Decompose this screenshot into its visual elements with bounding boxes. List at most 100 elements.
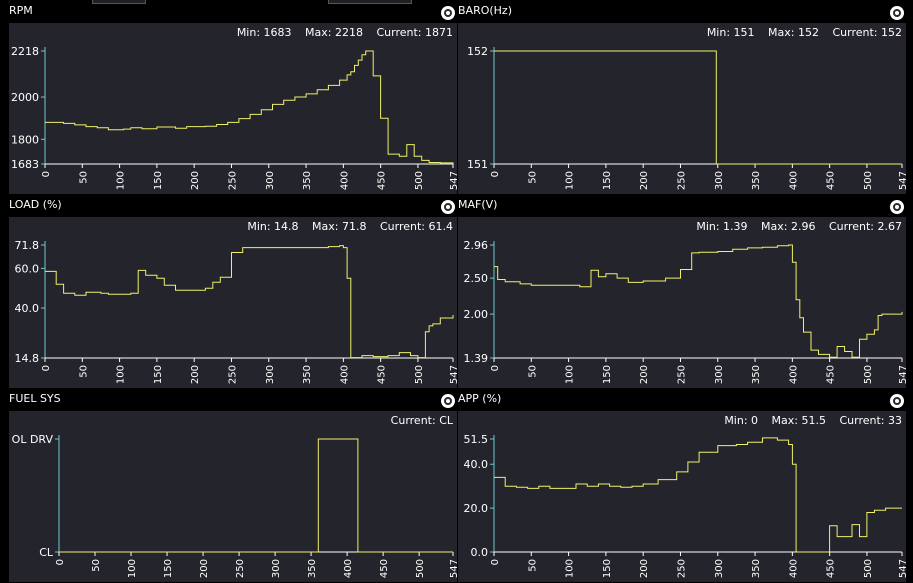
series-line xyxy=(494,50,902,165)
plot-area: 51.5 40.0 20.0 0.0 0 50 100 150 200 250 300 350 400 4… xyxy=(458,411,906,582)
x-tick-label: 150 xyxy=(602,171,613,190)
x-tick-label: 500 xyxy=(414,365,425,384)
chart-svg: 71.8 60.0 40.0 14.80 50 100 150 200 250 300 350 400… xyxy=(15,239,458,384)
gear-icon[interactable] xyxy=(441,200,455,214)
x-tick-label: 547 xyxy=(449,365,457,384)
x-tick-label: 547 xyxy=(449,171,457,190)
x-tick-label: 400 xyxy=(788,171,799,190)
x-tick-label: 100 xyxy=(565,365,576,384)
panel-title: FUEL SYS xyxy=(9,392,61,405)
stat-min: Min: 1683 xyxy=(236,26,292,39)
panel-title: LOAD (%) xyxy=(9,198,62,211)
x-tick-label: 500 xyxy=(414,171,425,190)
toolbar-button-left[interactable] xyxy=(92,0,146,4)
x-tick-label: 450 xyxy=(826,171,837,190)
x-tick-label: 400 xyxy=(788,365,799,384)
panel-title: BARO(Hz) xyxy=(458,4,513,17)
stats-readout: Min: 0 Max: 51.5 Current: 33 xyxy=(714,414,902,427)
y-tick-label: 1800 xyxy=(11,133,39,146)
stat-max: Max: 2218 xyxy=(305,26,363,39)
series-line xyxy=(45,245,454,359)
x-tick-label: 450 xyxy=(826,365,837,384)
x-tick-label: 350 xyxy=(302,171,313,190)
x-tick-label: 500 xyxy=(415,559,426,578)
series-line xyxy=(494,244,903,358)
stat-max: Max: 51.5 xyxy=(771,414,826,427)
x-tick-label: 150 xyxy=(153,171,164,190)
stat-min: Min: 0 xyxy=(724,414,759,427)
toolbar-button-right[interactable] xyxy=(328,0,412,4)
chart-panel-fuel-sys: FUEL SYS OL DRV CL 0 50 100 150 200 250 300 350 40… xyxy=(7,388,457,582)
x-tick-label: 300 xyxy=(271,559,282,578)
stat-max: Max: 71.8 xyxy=(312,220,367,233)
chart-panel-rpm: RPM 2218 2000 1800 1683 0 50 100 150 200 250 300 35… xyxy=(7,0,457,194)
x-tick-label: 400 xyxy=(339,365,350,384)
x-tick-label: 350 xyxy=(751,559,762,578)
y-tick-label: 1.39 xyxy=(464,352,489,365)
x-tick-label: 150 xyxy=(163,559,174,578)
chart-svg: 51.5 40.0 20.0 0.00 50 100 150 200 250 300 350 400 4… xyxy=(464,433,907,578)
y-tick-label: 40.0 xyxy=(464,458,489,471)
x-tick-label: 200 xyxy=(639,559,650,578)
x-tick-label: 150 xyxy=(153,365,164,384)
plot-area: 2.96 2.50 2.00 1.39 0 50 100 150 200 250 300 350 400… xyxy=(458,217,906,388)
gear-icon[interactable] xyxy=(890,200,904,214)
stat-current: Current: 2.67 xyxy=(828,220,902,233)
x-tick-label: 500 xyxy=(863,365,874,384)
y-tick-label: 0.0 xyxy=(471,546,489,559)
x-tick-label: 500 xyxy=(863,559,874,578)
y-tick-label: 71.8 xyxy=(15,239,40,252)
x-tick-label: 350 xyxy=(307,559,318,578)
chart-svg: OL DRV CL0 50 100 150 200 250 300 350 400 450 500 54… xyxy=(12,433,457,578)
plot-area: 152 151 0 50 100 150 200 250 300 350 400 450 500 547 … xyxy=(458,23,906,194)
stat-max: Max: 2.96 xyxy=(761,220,816,233)
x-tick-label: 200 xyxy=(639,365,650,384)
x-tick-label: 450 xyxy=(377,365,388,384)
gear-icon[interactable] xyxy=(890,6,904,20)
y-tick-label: 2000 xyxy=(11,91,39,104)
x-tick-label: 50 xyxy=(527,365,538,378)
plot-area: 71.8 60.0 40.0 14.8 0 50 100 150 200 250 300 350 400… xyxy=(9,217,457,388)
x-tick-label: 100 xyxy=(116,365,127,384)
chart-svg: 2.96 2.50 2.00 1.390 50 100 150 200 250 300 350 400… xyxy=(464,239,907,384)
x-tick-label: 250 xyxy=(227,171,238,190)
stats-readout: Min: 14.8 Max: 71.8 Current: 61.4 xyxy=(237,220,453,233)
gear-icon[interactable] xyxy=(441,6,455,20)
stat-current: Current: 152 xyxy=(832,26,902,39)
x-tick-label: 250 xyxy=(227,365,238,384)
x-tick-label: 200 xyxy=(190,171,201,190)
y-tick-label: 2.50 xyxy=(464,272,489,285)
x-tick-label: 50 xyxy=(78,365,89,378)
x-tick-label: 450 xyxy=(377,171,388,190)
chart-panel-maf: MAF(V) 2.96 2.50 2.00 1.39 0 50 100 150 200 250 30… xyxy=(456,194,906,388)
series-line xyxy=(494,437,902,553)
y-tick-label: 51.5 xyxy=(464,433,489,446)
x-tick-label: 547 xyxy=(898,171,906,190)
y-tick-label: 151 xyxy=(467,158,488,171)
x-tick-label: 0 xyxy=(41,365,52,371)
stat-min: Min: 1.39 xyxy=(696,220,748,233)
y-tick-label: 60.0 xyxy=(15,262,40,275)
gear-icon[interactable] xyxy=(441,394,455,408)
chart-panel-baro: BARO(Hz) 152 151 0 50 100 150 200 250 300 350 400 4… xyxy=(456,0,906,194)
stats-readout: Min: 1.39 Max: 2.96 Current: 2.67 xyxy=(686,220,902,233)
x-tick-label: 50 xyxy=(527,559,538,572)
x-tick-label: 200 xyxy=(190,365,201,384)
y-tick-label: 152 xyxy=(467,45,488,58)
y-tick-label: 2218 xyxy=(11,45,39,58)
y-tick-label: 1683 xyxy=(11,158,39,171)
x-tick-label: 350 xyxy=(751,365,762,384)
gear-icon[interactable] xyxy=(890,394,904,408)
x-tick-label: 200 xyxy=(199,559,210,578)
y-tick-label: 40.0 xyxy=(15,302,40,315)
y-tick-label: 14.8 xyxy=(15,352,40,365)
x-tick-label: 547 xyxy=(898,365,906,384)
stat-current: Current: 1871 xyxy=(376,26,453,39)
panel-title: APP (%) xyxy=(458,392,502,405)
x-tick-label: 100 xyxy=(127,559,138,578)
series-line xyxy=(45,50,454,164)
x-tick-label: 450 xyxy=(379,559,390,578)
y-tick-label: 2.96 xyxy=(464,239,489,252)
